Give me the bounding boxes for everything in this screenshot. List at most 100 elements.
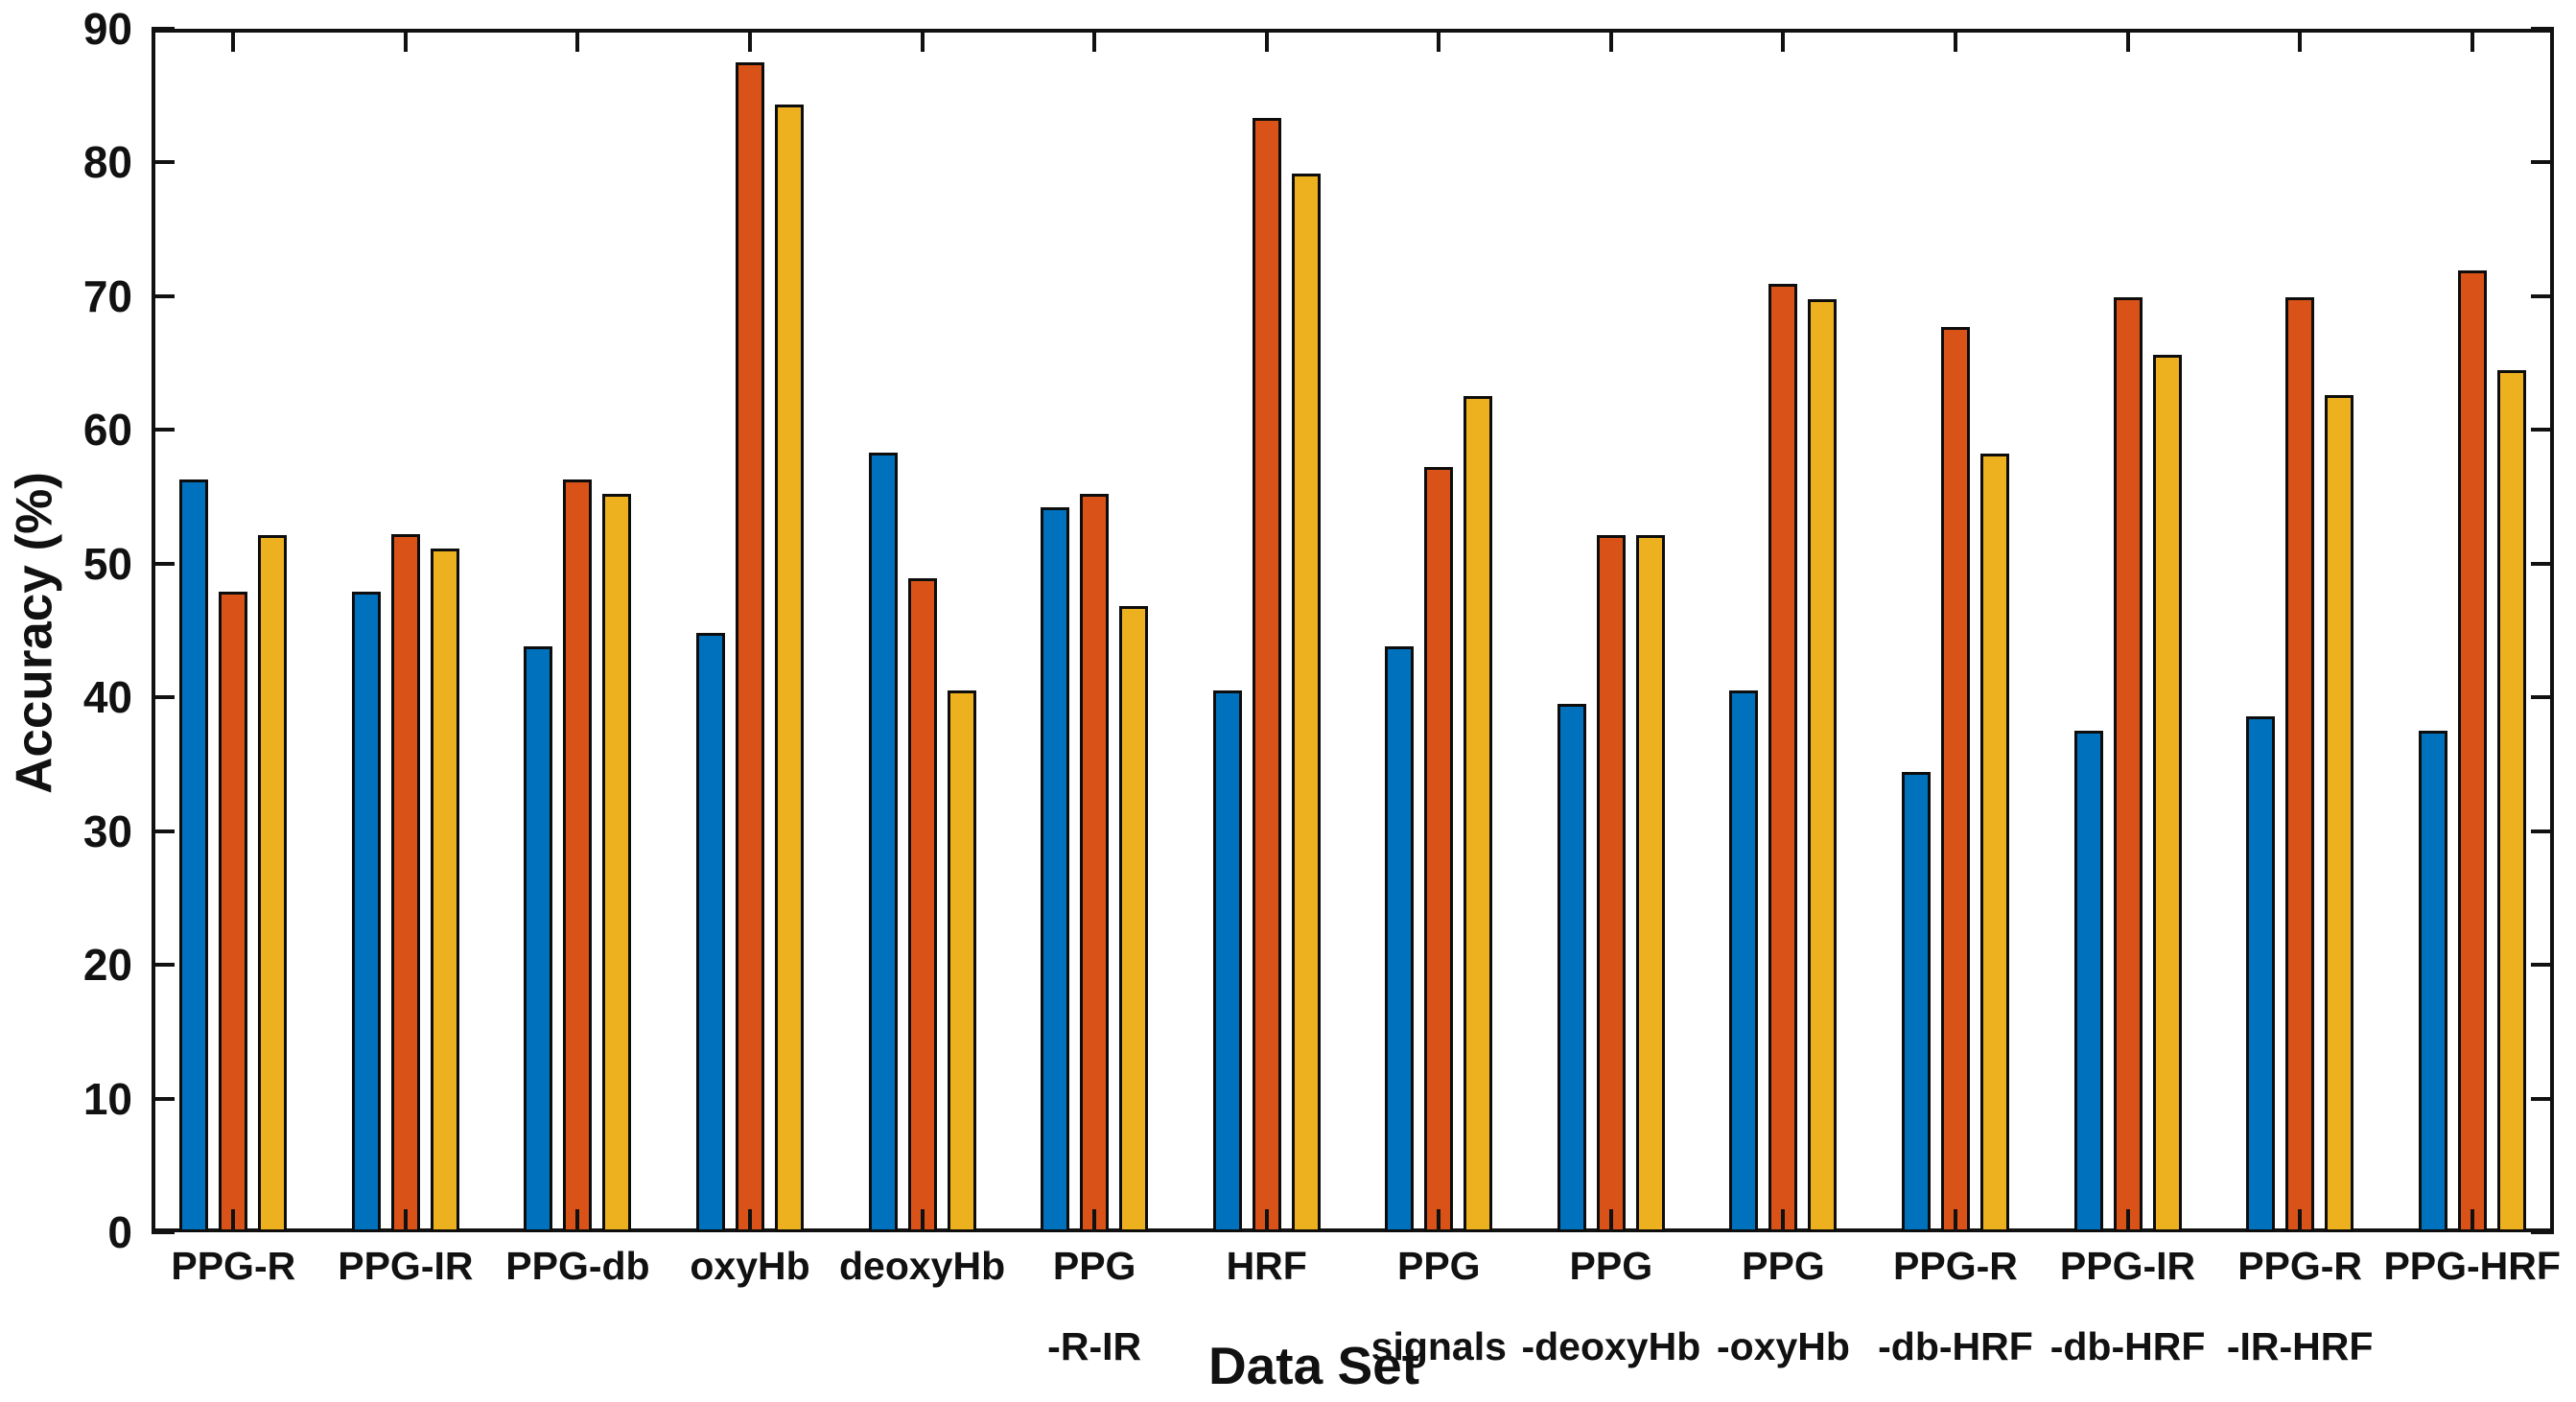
x-category-label-line2: -oxyHb <box>1716 1324 1850 1368</box>
x-tick-bottom <box>748 1209 752 1232</box>
x-tick-bottom <box>1608 1209 1613 1232</box>
x-category-label-line1: deoxyHb <box>838 1244 1006 1288</box>
y-tick-label: 20 <box>82 940 132 991</box>
y-tick-right <box>2531 963 2554 968</box>
bar-blue-PPG-R <box>179 479 209 1232</box>
bar-yellow-PPG-db <box>602 494 632 1232</box>
x-category-label-line1: PPG-IR <box>338 1244 474 1288</box>
x-category-label-line1: PPG <box>1569 1244 1653 1288</box>
bar-blue-PPG-R-IR-HRF <box>2246 715 2276 1232</box>
x-category-label-line1: PPG-db <box>505 1244 650 1288</box>
y-tick-right <box>2531 829 2554 833</box>
y-tick-right <box>2531 695 2554 700</box>
bar-orange-PPG-R-db-HRF <box>1940 326 1970 1232</box>
x-category-label-line2: -deoxyHb <box>1521 1324 1701 1368</box>
x-tick-top <box>748 29 752 52</box>
y-tick-left <box>152 428 175 432</box>
bar-yellow-PPG-IR-db-HRF <box>2152 355 2182 1232</box>
bar-blue-PPG-R-db-HRF <box>1901 772 1931 1232</box>
bar-orange-PPG-deoxyHb <box>1596 535 1626 1232</box>
bar-blue-oxyHb <box>696 633 725 1232</box>
x-tick-bottom <box>1437 1209 1441 1232</box>
bar-blue-PPG-deoxyHb <box>1557 704 1586 1232</box>
x-tick-top <box>1092 29 1097 52</box>
y-tick-label: 30 <box>82 806 132 856</box>
y-tick-label: 70 <box>82 270 132 321</box>
x-tick-top <box>1608 29 1613 52</box>
bar-orange-PPG-R-IR-HRF <box>2285 297 2315 1232</box>
y-tick-left <box>152 963 175 968</box>
x-tick-top <box>2298 29 2303 52</box>
x-tick-top <box>1953 29 1957 52</box>
bar-yellow-PPG-R-IR <box>1119 606 1149 1232</box>
bar-orange-PPG-oxyHb <box>1768 284 1798 1232</box>
x-category-label-line2: signals <box>1370 1324 1507 1368</box>
bar-orange-PPGsignals <box>1424 467 1454 1232</box>
bar-blue-PPG-IR <box>351 592 381 1232</box>
x-category-label-line2: -IR-HRF <box>2226 1324 2374 1368</box>
x-category-label-line1: PPG-IR <box>2059 1244 2196 1288</box>
bar-orange-PPG-db <box>563 479 593 1232</box>
bar-yellow-PPG-oxyHb <box>1808 298 1838 1232</box>
bar-yellow-PPG-deoxyHb <box>1635 535 1665 1232</box>
y-tick-label: 60 <box>82 405 132 456</box>
bar-yellow-deoxyHb <box>947 690 976 1232</box>
x-tick-bottom <box>1781 1209 1786 1232</box>
x-tick-bottom <box>575 1209 580 1232</box>
bar-yellow-PPGsignals <box>1464 396 1493 1232</box>
x-category-label-line2: -db-HRF <box>2049 1324 2206 1368</box>
bar-blue-PPG-db <box>524 646 553 1232</box>
x-tick-top <box>231 29 236 52</box>
x-category-label-line1: PPG <box>1396 1244 1481 1288</box>
x-tick-top <box>1264 29 1269 52</box>
bar-blue-PPG-IR-db-HRF <box>2073 731 2103 1232</box>
x-category-label-line2: -db-HRF <box>1878 1324 2033 1368</box>
bar-blue-PPG-HRF <box>2418 731 2447 1232</box>
y-tick-right <box>2531 428 2554 432</box>
y-tick-left <box>152 561 175 566</box>
x-tick-bottom <box>1092 1209 1097 1232</box>
x-tick-top <box>403 29 408 52</box>
y-tick-right <box>2531 160 2554 165</box>
bar-yellow-PPG-R-db-HRF <box>1979 454 2009 1232</box>
x-tick-bottom <box>2125 1209 2130 1232</box>
y-tick-right <box>2531 293 2554 298</box>
bar-blue-PPG-R-IR <box>1041 507 1070 1232</box>
bar-orange-PPG-IR <box>390 534 420 1232</box>
x-category-label-line2: -R-IR <box>1047 1324 1142 1368</box>
bar-orange-PPG-R-IR <box>1080 494 1110 1232</box>
x-category-label-line1: HRF <box>1226 1244 1307 1288</box>
bar-orange-PPG-HRF <box>2457 270 2487 1232</box>
x-tick-top <box>1437 29 1441 52</box>
x-tick-top <box>575 29 580 52</box>
bar-yellow-PPG-R-IR-HRF <box>2325 395 2354 1232</box>
x-category-label-line1: PPG-R <box>171 1244 296 1288</box>
bar-orange-deoxyHb <box>907 578 937 1232</box>
x-tick-bottom <box>1264 1209 1269 1232</box>
x-category-label-line1: PPG <box>1742 1244 1825 1288</box>
y-tick-right <box>2531 27 2554 31</box>
y-tick-right <box>2531 1096 2554 1101</box>
bar-yellow-HRF <box>1291 173 1321 1232</box>
y-tick-left <box>152 27 175 31</box>
bar-orange-PPG-IR-db-HRF <box>2113 297 2143 1232</box>
x-category-label-line1: PPG-R <box>2237 1244 2363 1288</box>
bar-blue-HRF <box>1212 690 1242 1232</box>
bar-blue-PPG-oxyHb <box>1729 690 1759 1232</box>
y-tick-left <box>152 695 175 700</box>
plot-area <box>152 29 2554 1232</box>
bar-orange-PPG-R <box>219 592 248 1232</box>
x-axis-title: Data Set <box>1207 1336 1420 1395</box>
y-tick-left <box>152 1230 175 1234</box>
x-category-label-line1: oxyHb <box>690 1244 810 1288</box>
x-tick-top <box>920 29 925 52</box>
x-tick-bottom <box>920 1209 925 1232</box>
y-tick-right <box>2531 1230 2554 1234</box>
bar-yellow-oxyHb <box>775 105 804 1232</box>
x-tick-top <box>2470 29 2474 52</box>
y-tick-label: 10 <box>82 1073 132 1124</box>
x-category-label-line1: PPG-R <box>1893 1244 2018 1288</box>
x-tick-bottom <box>231 1209 236 1232</box>
y-tick-left <box>152 1096 175 1101</box>
